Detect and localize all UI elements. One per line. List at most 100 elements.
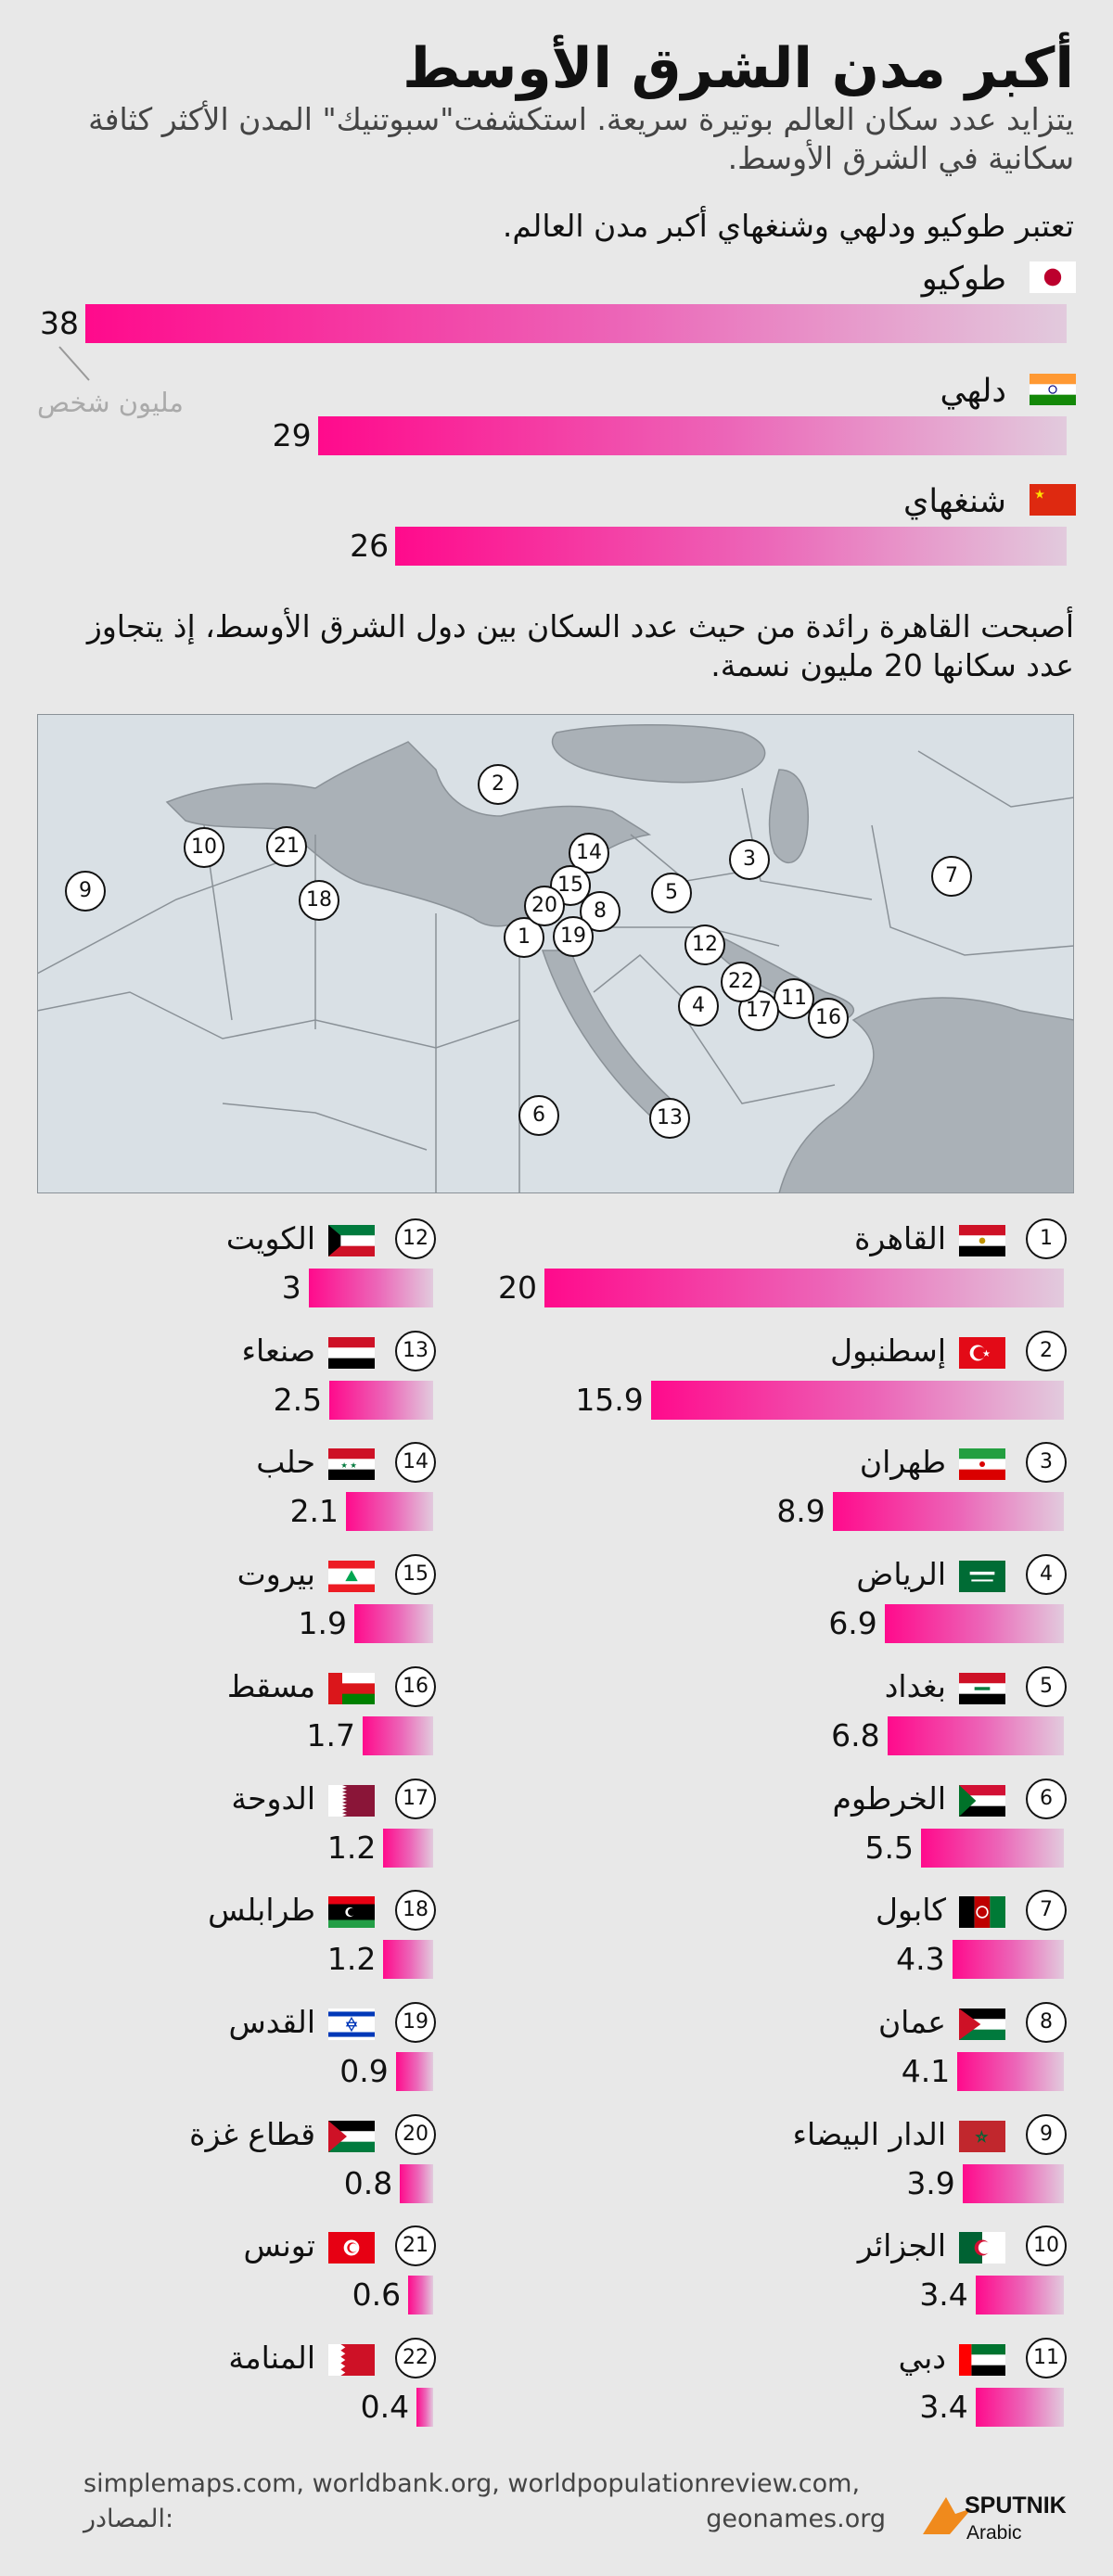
map-marker-7: 7 bbox=[931, 856, 972, 897]
world-city-value: 29 bbox=[272, 417, 312, 453]
rank-circle: 9 bbox=[1026, 2113, 1067, 2155]
yemen-flag-icon bbox=[328, 1336, 375, 1369]
rank-circle: 17 bbox=[395, 1778, 436, 1819]
city-bar bbox=[408, 2276, 433, 2315]
city-value: 3.9 bbox=[906, 2164, 955, 2201]
map-marker-12: 12 bbox=[684, 925, 725, 965]
rank-circle: 6 bbox=[1026, 1778, 1067, 1819]
rank-circle: 1 bbox=[1026, 1218, 1067, 1259]
rank-circle: 7 bbox=[1026, 1890, 1067, 1932]
map-marker-19: 19 bbox=[553, 916, 594, 957]
map-marker-5: 5 bbox=[651, 873, 692, 913]
turkey-flag-icon: ★ bbox=[959, 1336, 1005, 1369]
iraq-flag-icon bbox=[959, 1672, 1005, 1704]
map-marker-22: 22 bbox=[721, 962, 761, 1002]
rank-circle: 20 bbox=[395, 2113, 436, 2155]
world-city-name: دلهي bbox=[940, 373, 1006, 410]
city-bar bbox=[308, 1269, 433, 1307]
lebanon-flag-icon bbox=[328, 1561, 375, 1593]
sputnik-logo-sub: Arabic bbox=[966, 2522, 1022, 2544]
sources-label: المصادر: bbox=[83, 2505, 174, 2533]
mideast-intro: أصبحت القاهرة رائدة من حيث عدد السكان بي… bbox=[86, 608, 1074, 683]
city-bar bbox=[329, 1380, 433, 1420]
sources-text: simplemaps.com, worldbank.org, worldpopu… bbox=[83, 2467, 890, 2537]
qatar-flag-icon bbox=[328, 1784, 375, 1817]
saudi-flag-icon bbox=[959, 1561, 1005, 1593]
world-city-value: 38 bbox=[40, 305, 79, 341]
rank-circle: 21 bbox=[395, 2225, 436, 2267]
rank-circle: 10 bbox=[1026, 2225, 1067, 2267]
city-name: عمان bbox=[877, 2003, 946, 2040]
uae-flag-icon bbox=[959, 2344, 1005, 2376]
world-city-name: طوكيو bbox=[921, 261, 1006, 298]
city-value: 6.9 bbox=[828, 1605, 877, 1642]
syria-flag-icon: ★ ★ bbox=[328, 1448, 375, 1481]
city-bar bbox=[957, 2051, 1064, 2091]
india-flag-icon bbox=[1030, 374, 1076, 405]
city-bar bbox=[362, 1715, 433, 1755]
city-value: 20 bbox=[498, 1269, 537, 1306]
city-value: 15.9 bbox=[575, 1381, 644, 1418]
map-marker-21: 21 bbox=[266, 826, 307, 867]
bahrain-flag-icon bbox=[328, 2344, 375, 2376]
world-city-bar bbox=[317, 416, 1067, 455]
city-name: القاهرة bbox=[854, 1220, 946, 1256]
city-name: القدس bbox=[228, 2003, 315, 2040]
city-bar bbox=[395, 2051, 433, 2091]
rank-circle: 22 bbox=[395, 2338, 436, 2378]
city-bar bbox=[650, 1380, 1064, 1420]
city-value: 3.4 bbox=[919, 2276, 968, 2314]
city-value: 6.8 bbox=[831, 1716, 880, 1753]
city-name: إسطنبول bbox=[830, 1332, 946, 1369]
iran-flag-icon bbox=[959, 1448, 1005, 1481]
palestine-flag-icon bbox=[328, 2120, 375, 2152]
map-marker-2: 2 bbox=[478, 764, 518, 805]
world-city-value: 26 bbox=[350, 528, 390, 564]
sudan-flag-icon bbox=[959, 1784, 1005, 1817]
map-marker-10: 10 bbox=[184, 827, 224, 868]
city-bar bbox=[400, 2163, 433, 2203]
map-marker-3: 3 bbox=[729, 839, 770, 880]
rank-circle: 3 bbox=[1026, 1442, 1067, 1484]
city-value: 1.2 bbox=[326, 1829, 377, 1866]
rank-circle: 13 bbox=[395, 1330, 436, 1371]
world-city-bar bbox=[85, 304, 1067, 343]
map-marker-20: 20 bbox=[524, 886, 565, 926]
city-name: حلب bbox=[256, 1444, 315, 1481]
japan-flag-icon bbox=[1030, 261, 1076, 293]
kuwait-flag-icon bbox=[328, 1225, 375, 1256]
city-name: الخرطوم bbox=[832, 1779, 946, 1817]
world-cities-intro: تعتبر طوكيو ودلهي وشنغهاي أكبر مدن العال… bbox=[502, 208, 1074, 244]
rank-circle: 19 bbox=[395, 2001, 436, 2043]
page-title: أكبر مدن الشرق الأوسط bbox=[403, 36, 1074, 101]
svg-text:★: ★ bbox=[982, 1349, 991, 1359]
world-city-bar bbox=[395, 527, 1067, 566]
rank-circle: 12 bbox=[395, 1218, 436, 1259]
rank-circle: 15 bbox=[395, 1554, 436, 1596]
svg-text:★: ★ bbox=[1034, 488, 1045, 502]
city-bar bbox=[952, 1940, 1064, 1980]
city-value: 4.1 bbox=[901, 2052, 951, 2089]
black-sea bbox=[551, 723, 766, 784]
rank-circle: 16 bbox=[395, 1665, 436, 1707]
sources-line1: simplemaps.com, worldbank.org, worldpopu… bbox=[83, 2469, 861, 2498]
afghanistan-flag-icon bbox=[959, 1896, 1005, 1929]
city-bar bbox=[383, 1828, 433, 1868]
map-marker-15: 15 bbox=[550, 865, 591, 906]
rank-circle: 14 bbox=[395, 1442, 436, 1484]
city-value: 0.6 bbox=[352, 2276, 402, 2314]
city-name: كابول bbox=[876, 1892, 946, 1929]
city-value: 4.3 bbox=[896, 1941, 945, 1978]
city-bar bbox=[962, 2163, 1064, 2203]
city-name: طهران bbox=[859, 1444, 946, 1481]
rank-circle: 2 bbox=[1026, 1330, 1067, 1371]
city-bar bbox=[832, 1492, 1064, 1532]
city-name: قطاع غزة bbox=[189, 2115, 315, 2152]
map-marker-1: 1 bbox=[504, 917, 544, 958]
city-bar bbox=[921, 1828, 1064, 1868]
map-marker-16: 16 bbox=[808, 998, 849, 1039]
city-value: 8.9 bbox=[776, 1493, 825, 1530]
city-name: الجزائر bbox=[857, 2227, 946, 2264]
oman-flag-icon bbox=[328, 1672, 375, 1704]
city-bar bbox=[416, 2388, 433, 2427]
